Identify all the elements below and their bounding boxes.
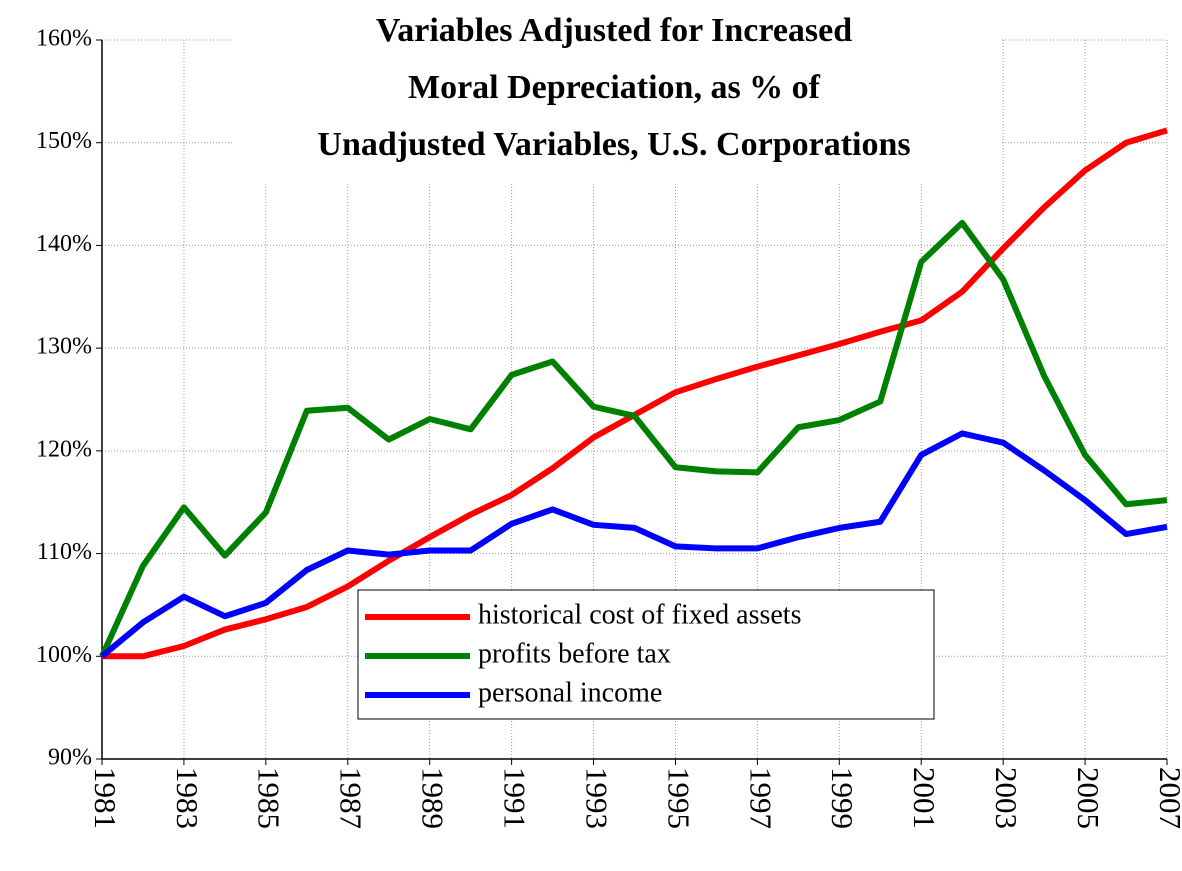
x-tick-label: 1987 bbox=[334, 767, 369, 829]
legend-label: profits before tax bbox=[478, 638, 671, 669]
x-tick-label: 1997 bbox=[743, 767, 778, 829]
y-tick-label: 160% bbox=[36, 26, 92, 52]
series-line bbox=[102, 127, 1168, 660]
series-line bbox=[100, 430, 1168, 659]
x-tick-label: 1991 bbox=[498, 767, 533, 829]
series-line bbox=[99, 219, 1168, 658]
x-tick-label: 2007 bbox=[1153, 767, 1182, 829]
x-tick-label: 2001 bbox=[907, 767, 942, 829]
y-tick-label: 110% bbox=[37, 539, 92, 565]
x-tick-label: 1985 bbox=[252, 767, 287, 829]
chart-title: Unadjusted Variables, U.S. Corporations bbox=[317, 126, 910, 163]
y-tick-label: 150% bbox=[36, 128, 92, 154]
chart-title: Moral Depreciation, as % of bbox=[408, 69, 821, 106]
y-tick-label: 140% bbox=[36, 231, 92, 257]
legend-label: historical cost of fixed assets bbox=[478, 599, 801, 630]
x-tick-label: 1993 bbox=[579, 767, 614, 829]
x-tick-label: 1999 bbox=[825, 767, 860, 829]
x-tick-label: 1995 bbox=[661, 767, 696, 829]
y-tick-label: 120% bbox=[36, 436, 92, 462]
y-tick-label: 90% bbox=[48, 745, 92, 771]
legend-label: personal income bbox=[478, 677, 662, 708]
y-tick-label: 100% bbox=[36, 642, 92, 668]
title-background bbox=[232, 6, 1002, 184]
x-tick-label: 1983 bbox=[170, 767, 205, 829]
x-tick-label: 2005 bbox=[1071, 767, 1106, 829]
x-tick-label: 1989 bbox=[416, 767, 451, 829]
chart-title: Variables Adjusted for Increased bbox=[376, 12, 852, 49]
x-tick-label: 1981 bbox=[88, 767, 123, 829]
x-tick-label: 2003 bbox=[989, 767, 1024, 829]
y-tick-label: 130% bbox=[36, 334, 92, 360]
